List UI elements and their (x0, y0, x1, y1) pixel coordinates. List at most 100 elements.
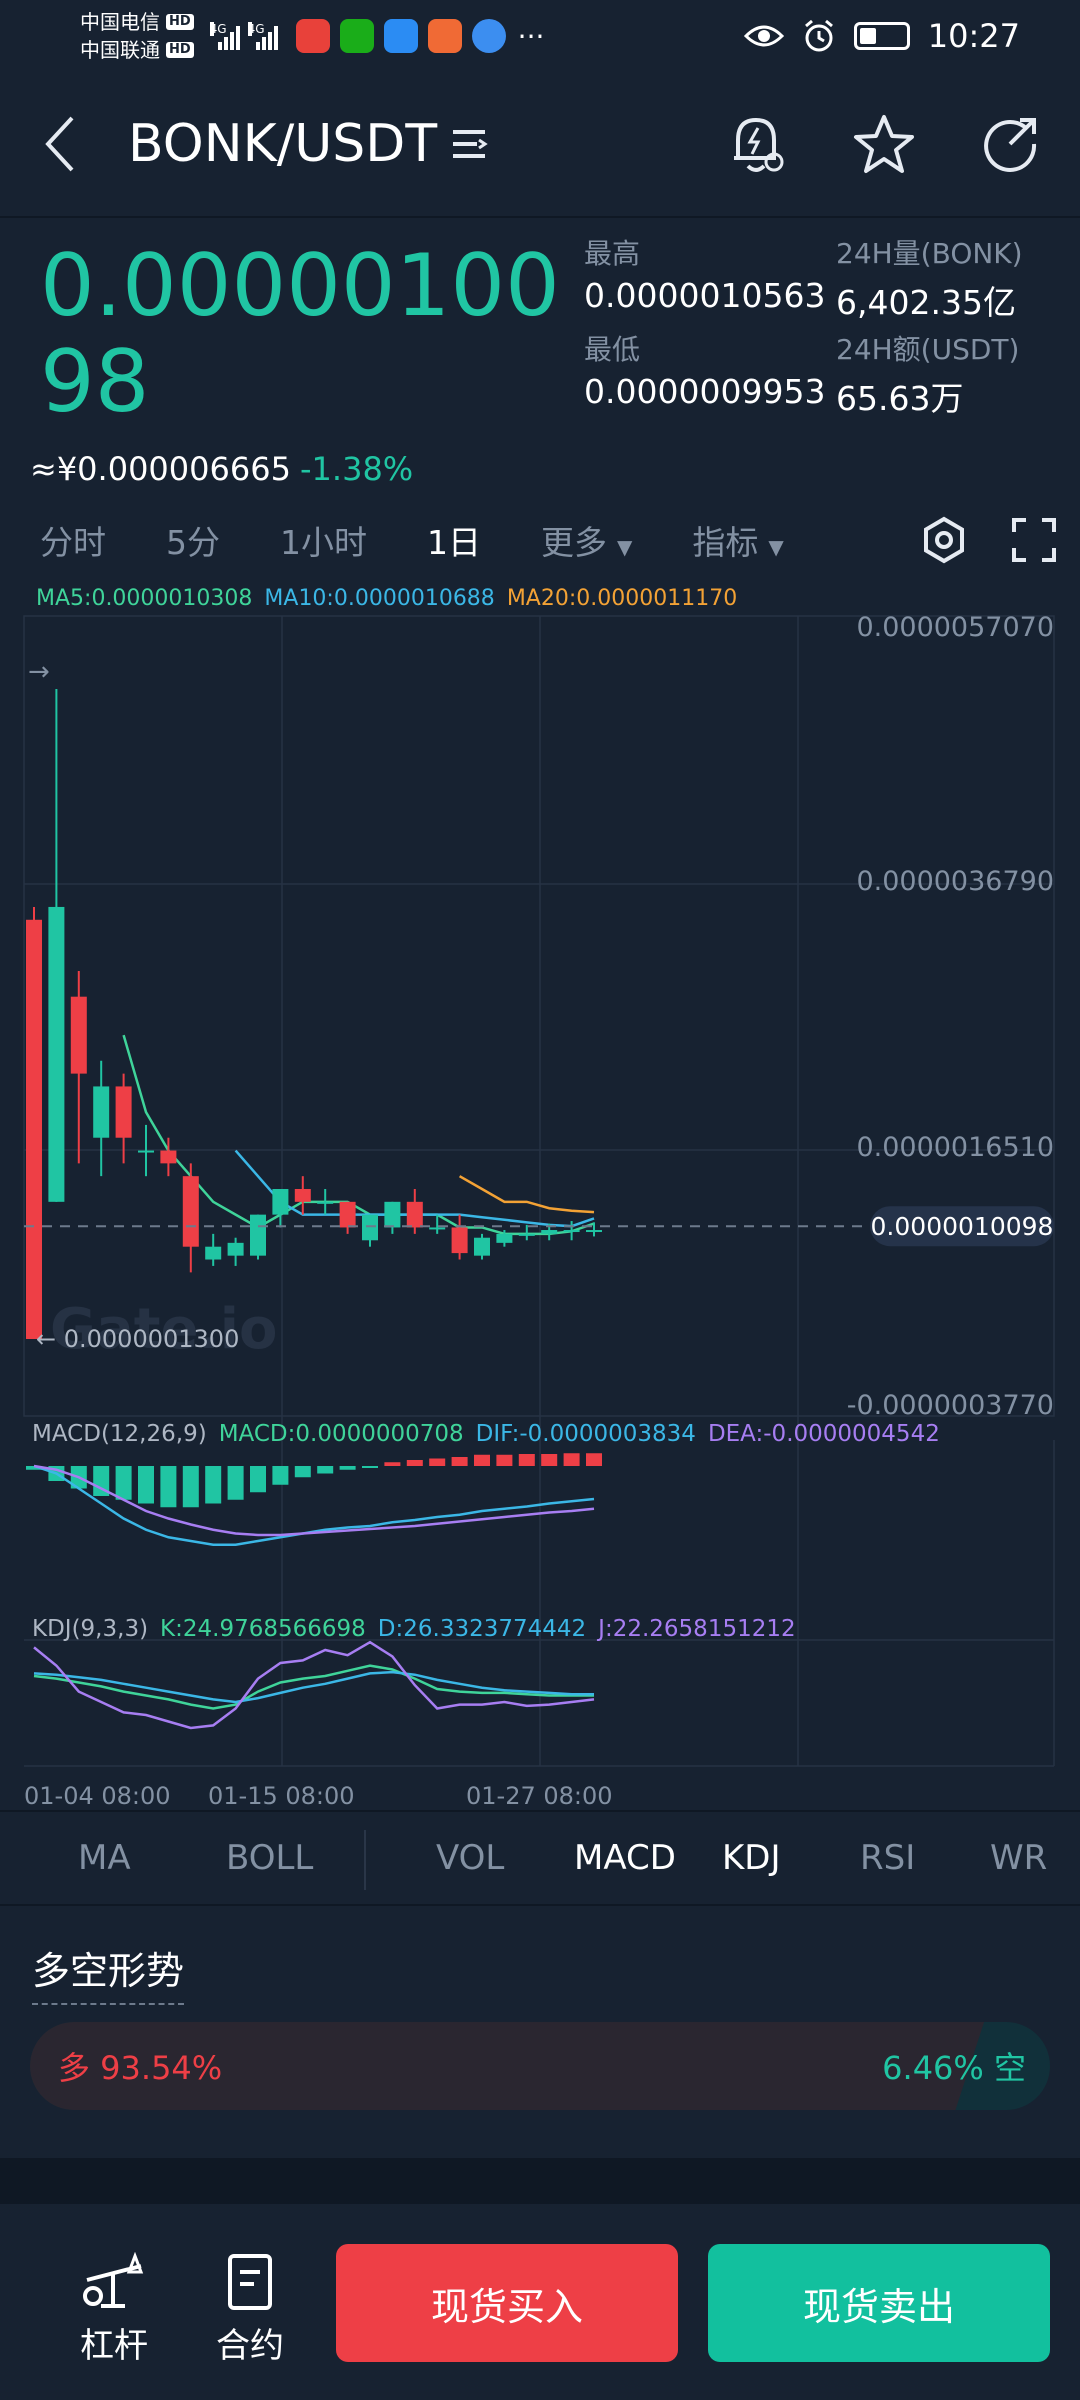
sentiment-title[interactable]: 多空形势 (32, 1940, 185, 2005)
macd-bar (138, 1466, 154, 1504)
kdj-legend-d: D:26.3323774442 (378, 1616, 586, 1642)
kdj-legend-name: KDJ(9,3,3) (32, 1616, 148, 1642)
tab-time-share[interactable]: 分时 (40, 523, 106, 562)
carrier-2: 中国联通 (80, 38, 160, 62)
indicator-macd[interactable]: MACD (574, 1838, 676, 1878)
macd-bar (429, 1458, 446, 1466)
tab-1h[interactable]: 1小时 (280, 523, 367, 562)
low-value: 0.0000009953 (584, 372, 826, 411)
last-price: 0.0000010098 (40, 236, 560, 432)
spot-buy-button[interactable]: 现货买入 (336, 2244, 678, 2362)
macd-bar (518, 1454, 535, 1466)
tab-more[interactable]: 更多 ▼ (541, 516, 632, 564)
candle-body (384, 1201, 401, 1228)
favorite-star-icon[interactable] (852, 113, 916, 175)
time-axis-label: 01-27 08:00 (466, 1782, 613, 1810)
indicator-boll[interactable]: BOLL (226, 1838, 314, 1878)
macd-bar (451, 1457, 468, 1466)
indicator-rsi[interactable]: RSI (860, 1838, 916, 1878)
price-axis: 0.0000057070 0.0000036790 0.0000016510 -0.0… (847, 612, 1054, 1421)
d-line (33, 1670, 594, 1704)
candle-body (205, 1246, 222, 1260)
spot-sell-button[interactable]: 现货卖出 (708, 2244, 1050, 2362)
macd-bar (294, 1466, 311, 1478)
header: BONK/USDT (0, 84, 1080, 204)
macd-bar (496, 1454, 513, 1466)
candle-body (518, 1233, 535, 1236)
price-cny: ≈¥0.000006665 (30, 450, 291, 488)
browser-icon (471, 19, 506, 53)
carrier-info: 中国电信 HD 中国联通 HD (80, 8, 194, 64)
macd-bar (362, 1466, 378, 1468)
candle-body (26, 919, 42, 1339)
candle-body (563, 1230, 580, 1233)
candle-body (227, 1242, 244, 1256)
indicator-kdj[interactable]: KDJ (722, 1838, 781, 1878)
candle-body (406, 1201, 423, 1228)
amount-value: 65.63万 (836, 379, 964, 418)
long-ratio-fill (30, 2022, 985, 2110)
back-icon[interactable] (40, 114, 80, 174)
tab-indicators[interactable]: 指标 ▼ (692, 516, 783, 564)
indicator-vol[interactable]: VOL (436, 1838, 505, 1878)
low-label: 最低 (584, 333, 641, 366)
battery-icon (853, 22, 910, 50)
kline-chart[interactable]: Gate.io → 0.00000570700.00000367900.0000… (0, 600, 1080, 1810)
macd-bar (586, 1453, 602, 1466)
macd-bar (227, 1466, 244, 1500)
hd-badge: HD (166, 14, 194, 30)
tab-5m[interactable]: 5分 (166, 523, 220, 562)
indicator-tabs: MA BOLL VOL MACD KDJ RSI WR (0, 1810, 1080, 1906)
macd-bar (474, 1454, 490, 1466)
macd-bar (339, 1466, 356, 1470)
price-axis-tick: 0.0000016510 (856, 1132, 1054, 1163)
settings-icon[interactable] (920, 516, 968, 564)
high-stat: 最高 0.0000010563 (584, 232, 825, 315)
candle-body (160, 1150, 177, 1164)
chevron-down-icon: ▼ (617, 535, 633, 559)
carrier-1: 中国电信 (80, 10, 160, 34)
k-line (33, 1664, 594, 1710)
ma-legend: MA5:0.0000010308 MA10:0.0000010688 MA20:… (36, 586, 737, 611)
chevron-down-icon: ▼ (768, 535, 784, 559)
high-value: 0.0000010563 (584, 276, 826, 315)
time-axis-label: 01-04 08:00 (24, 1782, 171, 1810)
leverage-label: 杠杆 (80, 2326, 148, 2366)
min-price-label: ← 0.0000001300 (36, 1325, 239, 1353)
price-axis-tick: -0.0000003770 (847, 1390, 1054, 1421)
macd-bar (250, 1466, 266, 1493)
pair-title[interactable]: BONK/USDT (128, 114, 438, 174)
contract-icon (228, 2254, 272, 2310)
contract-button[interactable]: 合约 (200, 2252, 300, 2367)
wechat-icon (339, 19, 374, 53)
more-notifications-icon: ··· (517, 19, 545, 53)
amount-label: 24H额(USDT) (836, 333, 1020, 366)
pair-switch-icon[interactable] (449, 126, 489, 162)
long-short-ratio-bar: 多 93.54% 6.46% 空 (30, 2022, 1050, 2110)
fullscreen-icon[interactable] (1012, 518, 1056, 562)
time-axis-label: 01-15 08:00 (208, 1782, 355, 1810)
app-icon (427, 19, 462, 53)
signal-icon: 4G (247, 22, 278, 50)
arrow-right-icon: → (28, 657, 50, 687)
kdj-legend-j: J:22.2658151212 (596, 1616, 795, 1642)
indicator-wr[interactable]: WR (990, 1838, 1048, 1878)
leverage-button[interactable]: 杠杆 (64, 2252, 164, 2367)
candle-body (474, 1237, 490, 1256)
low-stat: 最低 0.0000009953 (584, 328, 825, 411)
indicator-ma[interactable]: MA (78, 1838, 131, 1878)
macd-bar (160, 1466, 177, 1508)
candle-body (362, 1214, 378, 1241)
notification-icons (295, 19, 506, 53)
macd-bar (93, 1466, 110, 1496)
candle-body (451, 1227, 468, 1254)
price-alert-icon[interactable] (728, 112, 788, 176)
tab-1d[interactable]: 1日 (427, 523, 481, 562)
volume-stat: 24H量(BONK) 6,402.35亿 (836, 232, 1023, 324)
share-icon[interactable] (980, 114, 1040, 174)
macd-legend: MACD(12,26,9) MACD:0.0000000708 DIF:-0.000… (32, 1421, 940, 1447)
dea-line (33, 1464, 595, 1537)
macd-bar (317, 1466, 334, 1474)
macd-bar (205, 1466, 222, 1504)
ma20-value: MA20:0.0000011170 (506, 586, 738, 611)
